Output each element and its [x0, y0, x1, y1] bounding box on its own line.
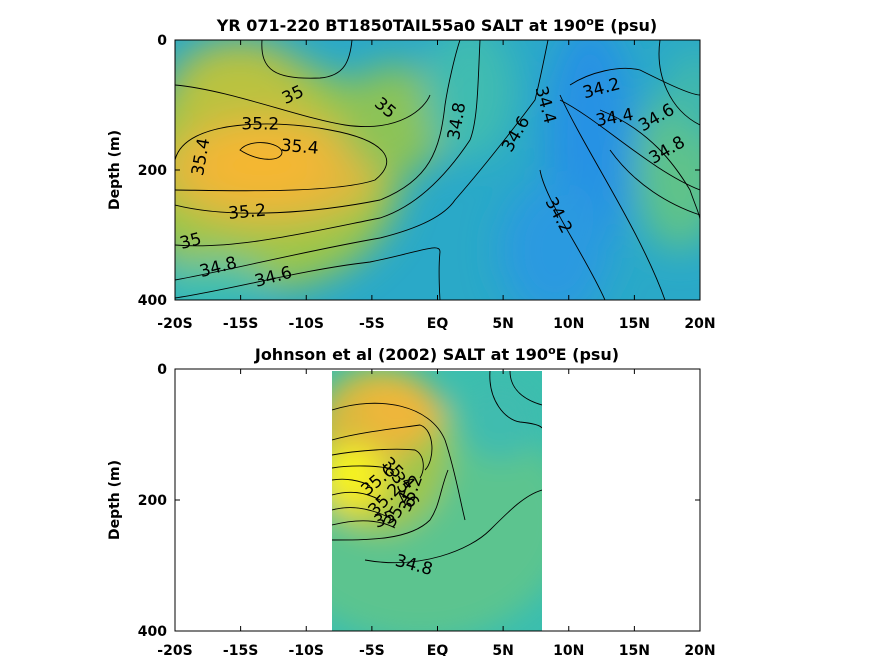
- x-tick-label: -20S: [157, 643, 192, 656]
- x-tick-label: -20S: [157, 316, 192, 332]
- x-tick-label: 20N: [684, 643, 715, 656]
- x-tick-label: 10N: [553, 316, 584, 332]
- x-tick-label: -15S: [223, 643, 258, 656]
- y-tick-label: 200: [138, 163, 167, 179]
- x-tick-label: 15N: [619, 316, 650, 332]
- y-axis-label: Depth (m): [107, 130, 123, 210]
- x-tick-label: -5S: [359, 643, 385, 656]
- y-tick-label: 0: [157, 362, 167, 378]
- contour-lines: [332, 371, 542, 564]
- chart-title: Johnson et al (2002) SALT at 190oE (psu): [254, 344, 619, 364]
- x-tick-label: 15N: [619, 643, 650, 656]
- axis-ticks: -20S -15S -10S -5S EQ 5N 10N 15N 20N 0 200 400: [138, 33, 716, 332]
- y-tick-label: 400: [138, 293, 167, 309]
- y-tick-label: 400: [138, 624, 167, 640]
- x-tick-label: 5N: [492, 643, 513, 656]
- x-tick-label: 10N: [553, 643, 584, 656]
- axis-ticks: -20S -15S -10S -5S EQ 5N 10N 15N 20N 0 200 400: [138, 362, 716, 656]
- chart-title: YR 071-220 BT1850TAIL55a0 SALT at 190oE …: [216, 15, 658, 35]
- lower-salinity-panel: Johnson et al (2002) SALT at 190oE (psu): [107, 344, 716, 656]
- x-tick-label: EQ: [427, 643, 449, 656]
- y-axis-label: Depth (m): [107, 460, 123, 540]
- x-tick-label: -10S: [289, 316, 324, 332]
- x-tick-label: -5S: [359, 316, 385, 332]
- y-tick-label: 0: [157, 33, 167, 49]
- contour-lines: [175, 40, 700, 300]
- contour-label: 35.4: [280, 136, 319, 159]
- contour-label: 35.2: [227, 201, 266, 224]
- x-tick-label: 5N: [492, 316, 513, 332]
- contour-label: 35.2: [241, 115, 279, 135]
- x-tick-label: -10S: [289, 643, 324, 656]
- y-tick-label: 200: [138, 493, 167, 509]
- upper-salinity-panel: YR 071-220 BT1850TAIL55a0 SALT at 190oE …: [107, 15, 716, 332]
- x-tick-label: EQ: [427, 316, 449, 332]
- x-tick-label: -15S: [223, 316, 258, 332]
- x-tick-label: 20N: [684, 316, 715, 332]
